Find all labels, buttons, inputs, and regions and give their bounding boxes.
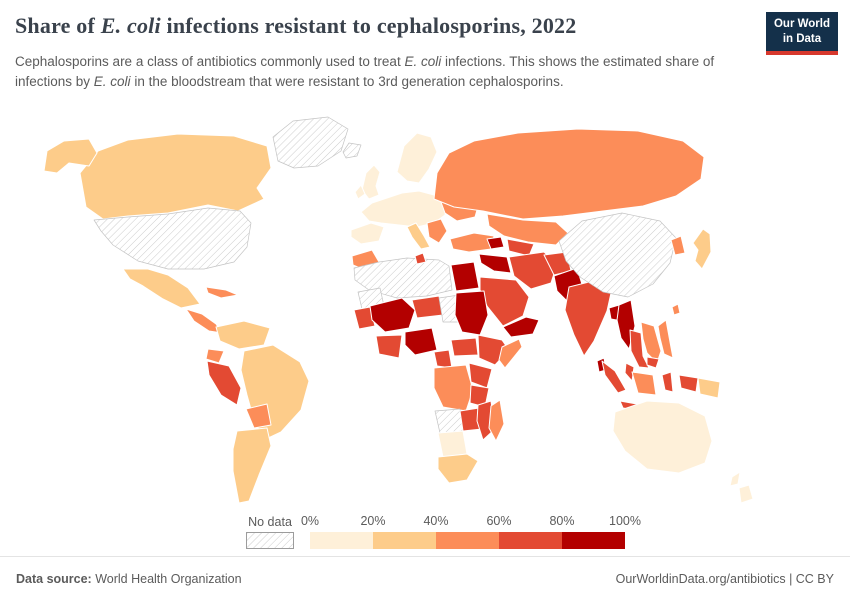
- legend-bin-60-80pct[interactable]: [499, 532, 562, 549]
- map-region-united-states[interactable]: United States — No data: [93, 207, 252, 270]
- map-region-dr-congo[interactable]: DR Congo — 40-60%: [433, 364, 474, 412]
- chart-subtitle: Cephalosporins are a class of antibiotic…: [15, 52, 715, 93]
- map-region-iran[interactable]: Iran — 60-80%: [508, 251, 558, 290]
- map-region-angola[interactable]: Angola — No data: [434, 408, 464, 434]
- map-legend: No data 0% 20% 40% 60% 80% 100%: [246, 514, 641, 549]
- map-region-new-zealand[interactable]: New Zealand — 0-20%: [729, 471, 754, 504]
- subtitle-italic-ecoli: E. coli: [404, 54, 442, 69]
- chart-footer: Data source: World Health Organization O…: [0, 556, 850, 600]
- map-region-colombia-and-venezuela[interactable]: Colombia and Venezuela — 20-40%: [215, 320, 271, 350]
- map-region-scandinavia[interactable]: Scandinavia — 0-20%: [396, 132, 438, 184]
- legend-tick-80pct: 80%: [549, 514, 575, 528]
- map-region-bolivia[interactable]: Bolivia — 40-60%: [245, 403, 272, 429]
- map-region-senegal-and-guinea[interactable]: Senegal and Guinea — 60-80%: [353, 306, 376, 330]
- map-regions-group: Greenland — No dataCanada — 20-40%Alaska…: [43, 116, 754, 504]
- legend-bin-80-100pct[interactable]: [562, 532, 625, 549]
- map-region-ecuador[interactable]: Ecuador — 40-60%: [205, 348, 225, 364]
- legend-tick-20pct: 20%: [360, 514, 386, 528]
- map-region-united-kingdom[interactable]: United Kingdom — 0-20%: [361, 164, 381, 200]
- map-region-papua-new-guinea[interactable]: Papua New Guinea — 20-40%: [697, 377, 721, 399]
- map-region-central-african-republic-and-south-sudan[interactable]: Central African Republic and South Sudan…: [450, 337, 479, 357]
- world-map-svg: Greenland — No dataCanada — 20-40%Alaska…: [43, 116, 754, 504]
- legend-tick-60pct: 60%: [486, 514, 512, 528]
- logo-line-1: Our World: [773, 18, 830, 30]
- legend-tick-0pct: 0%: [300, 514, 320, 528]
- map-region-nigeria[interactable]: Nigeria — 80-100%: [404, 327, 438, 356]
- map-region-russia[interactable]: Russia — 40-60%: [433, 128, 705, 220]
- map-region-iberia[interactable]: Iberia — 0-20%: [350, 222, 385, 245]
- map-region-indonesia-papua-[interactable]: Indonesia (Papua) — 60-80%: [678, 374, 699, 393]
- map-region-japan[interactable]: Japan — 20-40%: [692, 228, 712, 270]
- logo-line-2: in Data: [782, 32, 822, 45]
- map-region-sudan[interactable]: Sudan — 80-100%: [454, 290, 489, 336]
- title-text: Share of: [15, 13, 101, 38]
- subtitle-italic-ecoli-2: E. coli: [93, 74, 131, 90]
- title-italic-ecoli: E. coli: [100, 13, 161, 38]
- map-region-brazil[interactable]: Brazil — 20-40%: [240, 344, 310, 441]
- map-region-caucasus[interactable]: Caucasus — 80-100%: [486, 236, 505, 250]
- map-region-peru[interactable]: Peru — 60-80%: [206, 360, 242, 406]
- subtitle-text-mid: infections. This shows the estimated sha…: [15, 54, 715, 90]
- map-region-ghana-and-cote-d-ivoire[interactable]: Ghana and Cote d'Ivoire — 60-80%: [375, 334, 403, 359]
- footer-link[interactable]: OurWorldinData.org/antibiotics | CC BY: [615, 571, 834, 586]
- map-region-italy[interactable]: Italy — 20-40%: [406, 222, 431, 250]
- map-region-kazakhstan-and-central-asia[interactable]: Kazakhstan and Central Asia — 40-60%: [486, 213, 569, 246]
- legend-tick-40pct: 40%: [423, 514, 449, 528]
- map-region-china-and-mongolia[interactable]: China and Mongolia — No data: [558, 212, 677, 298]
- map-region-indonesia-sulawesi-[interactable]: Indonesia (Sulawesi) — 60-80%: [661, 371, 674, 393]
- subtitle-text: Cephalosporins are a class of antibiotic…: [15, 54, 405, 69]
- map-region-tunisia[interactable]: Tunisia — 60-80%: [414, 252, 427, 265]
- map-region-south-korea[interactable]: South Korea — 40-60%: [670, 235, 686, 256]
- map-region-argentina-and-chile[interactable]: Argentina and Chile — 20-40%: [232, 427, 272, 504]
- map-region-alaska[interactable]: Alaska — 20-40%: [43, 138, 98, 174]
- legend-bin-0-20pct[interactable]: [310, 532, 373, 549]
- legend-bin-20-40pct[interactable]: [373, 532, 436, 549]
- no-data-hatch-icon: [247, 533, 293, 548]
- legend-bin-40-60pct[interactable]: [436, 532, 499, 549]
- map-region-malaysia[interactable]: Malaysia — 60-80%: [624, 362, 635, 382]
- legend-tick-labels: 0% 20% 40% 60% 80% 100%: [301, 514, 641, 530]
- legend-colorbar: 0% 20% 40% 60% 80% 100%: [301, 514, 641, 549]
- map-region-madagascar[interactable]: Madagascar — 40-60%: [488, 399, 505, 442]
- map-region-philippines[interactable]: Philippines — 40-60%: [657, 319, 674, 359]
- map-region-mali-and-burkina-faso[interactable]: Mali and Burkina Faso — 80-100%: [369, 297, 416, 333]
- title-text-tail: infections resistant to cephalosporins, …: [160, 13, 577, 38]
- world-map: Greenland — No dataCanada — 20-40%Alaska…: [10, 110, 840, 512]
- map-region-yemen-and-oman[interactable]: Yemen and Oman — 80-100%: [502, 316, 540, 338]
- legend-no-data-swatch[interactable]: [246, 532, 294, 549]
- map-region-cuba-and-caribbean[interactable]: Cuba and Caribbean — 40-60%: [205, 286, 239, 299]
- map-region-ireland[interactable]: Ireland — 0-20%: [354, 184, 366, 200]
- legend-color-bar: [310, 532, 625, 549]
- map-region-indonesia-sumatra-[interactable]: Indonesia (Sumatra) — 60-80%: [601, 360, 627, 394]
- map-region-mexico[interactable]: Mexico — 20-40%: [122, 268, 201, 309]
- map-region-namibia-and-botswana[interactable]: Namibia and Botswana — 0-20%: [437, 430, 468, 458]
- data-source: Data source: World Health Organization: [16, 572, 242, 586]
- map-region-iceland[interactable]: Iceland — No data: [342, 142, 362, 159]
- subtitle-text-end: in the bloodstream that were resistant t…: [130, 74, 564, 90]
- map-region-egypt[interactable]: Egypt — 80-100%: [450, 261, 480, 292]
- map-region-turkey[interactable]: Turkey — 40-60%: [449, 232, 495, 253]
- map-region-australia[interactable]: Australia — 0-20%: [612, 400, 713, 474]
- map-region-south-africa[interactable]: South Africa — 20-40%: [437, 453, 479, 484]
- map-region-thailand[interactable]: Thailand — 60-80%: [629, 329, 650, 369]
- owid-logo[interactable]: Our World in Data: [765, 12, 838, 55]
- map-region-iraq-and-syria[interactable]: Iraq and Syria — 80-100%: [478, 253, 512, 274]
- map-region-somalia[interactable]: Somalia — 40-60%: [498, 338, 523, 369]
- map-region-kenya-and-uganda[interactable]: Kenya and Uganda — 60-80%: [468, 362, 493, 389]
- map-region-indonesia-borneo-[interactable]: Indonesia (Borneo) — 40-60%: [631, 371, 657, 396]
- map-region-cambodia[interactable]: Cambodia — 60-80%: [646, 356, 660, 369]
- map-region-taiwan[interactable]: Taiwan — 40-60%: [671, 303, 681, 316]
- page-title: Share of E. coli infections resistant to…: [15, 13, 755, 39]
- map-region-niger[interactable]: Niger — 60-80%: [411, 295, 444, 319]
- map-region-greenland[interactable]: Greenland — No data: [272, 116, 349, 169]
- map-region-balkans-and-greece[interactable]: Balkans and Greece — 40-60%: [426, 218, 448, 244]
- map-region-canada[interactable]: Canada — 20-40%: [79, 133, 272, 220]
- map-region-cameroon[interactable]: Cameroon — 60-80%: [433, 349, 453, 369]
- legend-no-data: No data: [246, 515, 294, 549]
- legend-no-data-label: No data: [248, 515, 292, 529]
- legend-tick-100pct: 100%: [609, 514, 641, 528]
- data-source-value: World Health Organization: [91, 571, 242, 586]
- data-source-label: Data source:: [16, 571, 92, 586]
